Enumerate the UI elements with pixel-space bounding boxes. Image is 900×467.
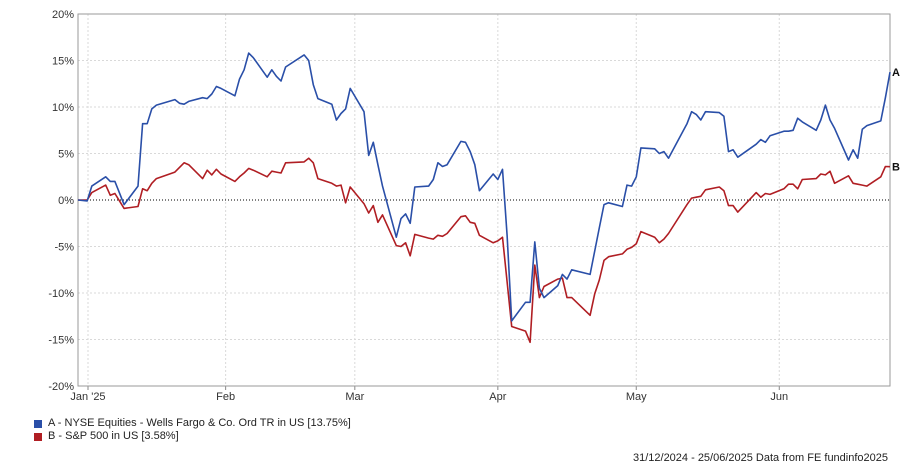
legend-swatch-a [34, 419, 42, 428]
y-axis-tick-labels: 20% 15% 10% 5% 0% -5% -10% -15% -20% [48, 9, 74, 393]
series-line-b [78, 157, 891, 344]
y-tick-label: -10% [48, 288, 74, 300]
x-tick-label: May [626, 391, 647, 403]
y-tick-label: -15% [48, 335, 74, 347]
vertical-gridlines [87, 14, 780, 390]
series-end-label-b: B [892, 162, 900, 174]
y-tick-label: -5% [54, 242, 74, 254]
x-axis-tick-labels: Jan '25 Feb Mar Apr May Jun [70, 391, 788, 403]
y-tick-label: 5% [58, 149, 74, 161]
legend-label-b: B - S&P 500 in US [3.58%] [48, 430, 179, 442]
series-layer [77, 52, 891, 344]
legend: A - NYSE Equities - Wells Fargo & Co. Or… [34, 417, 351, 443]
y-tick-label: 10% [52, 102, 74, 114]
legend-label-a: A - NYSE Equities - Wells Fargo & Co. Or… [48, 417, 351, 429]
series-end-label-a: A [892, 67, 900, 79]
series-line-a [77, 52, 891, 322]
series-end-labels: BA [892, 67, 900, 174]
y-tick-label: 15% [52, 56, 74, 68]
x-tick-label: Apr [489, 391, 506, 403]
y-tick-label: -20% [48, 381, 74, 393]
y-tick-label: 0% [58, 195, 74, 207]
y-tick-label: 20% [52, 9, 74, 21]
legend-item-a: A - NYSE Equities - Wells Fargo & Co. Or… [34, 417, 351, 430]
legend-item-b: B - S&P 500 in US [3.58%] [34, 430, 351, 443]
x-tick-label: Feb [216, 391, 235, 403]
source-footer: 31/12/2024 - 25/06/2025 Data from FE fun… [632, 452, 888, 464]
legend-swatch-b [34, 432, 42, 441]
x-tick-label: Jun [770, 391, 788, 403]
x-tick-label: Jan '25 [70, 391, 105, 403]
x-tick-label: Mar [345, 391, 364, 403]
